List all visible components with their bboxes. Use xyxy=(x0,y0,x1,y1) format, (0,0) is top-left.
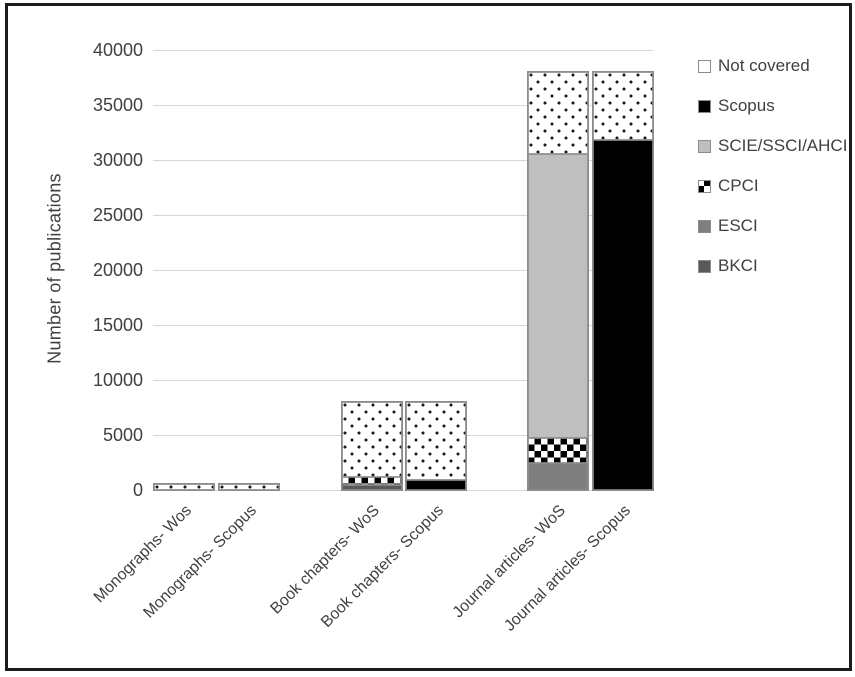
bar-segment-scopus xyxy=(593,139,653,490)
bar-book-chapters-wos xyxy=(341,400,403,491)
legend-swatch-icon xyxy=(698,219,711,233)
bar-segment-not-covered xyxy=(342,401,402,478)
gridline-5000 xyxy=(153,435,653,436)
bar-segment-scopus xyxy=(406,479,466,490)
legend-label: Scopus xyxy=(718,96,775,115)
figure-frame: Number of publications 0 5000 10000 15000 20… xyxy=(5,3,852,671)
bar-journal-articles-wos xyxy=(527,70,589,491)
gridline-35000 xyxy=(153,105,653,106)
y-tick-label: 10000 xyxy=(92,370,143,390)
y-tick-label: 25000 xyxy=(92,205,143,225)
legend-label: ESCI xyxy=(718,216,758,235)
bar-segment-esci xyxy=(528,463,588,490)
bar-monographs-scopus xyxy=(218,483,280,491)
gridline-0 xyxy=(153,490,653,491)
bar-segment-not-covered xyxy=(528,71,588,155)
bar-segment-not-covered xyxy=(154,484,214,490)
legend-item-bkci: BKCI xyxy=(698,246,847,286)
y-tick-label: 0 xyxy=(132,480,143,500)
bar-segment-not-covered xyxy=(219,484,279,490)
legend: Not covered Scopus SCIE/SSCI/AHCI CPCI ESCI B… xyxy=(698,46,847,286)
y-tick-label: 35000 xyxy=(92,95,143,115)
bar-segment-scie-ssci-ahci xyxy=(528,154,588,438)
legend-item-esci: ESCI xyxy=(698,206,847,246)
legend-label: BKCI xyxy=(718,256,758,275)
legend-label: CPCI xyxy=(718,176,759,195)
legend-item-scie-ssci-ahci: SCIE/SSCI/AHCI xyxy=(698,126,847,166)
legend-item-cpci: CPCI xyxy=(698,166,847,206)
legend-swatch-icon xyxy=(698,59,711,73)
bar-segment-not-covered xyxy=(593,71,653,140)
legend-item-not-covered: Not covered xyxy=(698,46,847,86)
gridline-15000 xyxy=(153,325,653,326)
gridline-40000 xyxy=(153,50,653,51)
gridline-30000 xyxy=(153,160,653,161)
bar-book-chapters-scopus xyxy=(405,400,467,491)
bar-monographs-wos xyxy=(153,483,215,491)
y-tick-label: 15000 xyxy=(92,315,143,335)
legend-swatch-icon xyxy=(698,139,711,153)
y-tick-label: 40000 xyxy=(92,40,143,60)
bar-segment-cpci xyxy=(342,477,402,486)
chart-canvas: Number of publications 0 5000 10000 15000 20… xyxy=(8,6,849,668)
legend-label: SCIE/SSCI/AHCI xyxy=(718,136,848,155)
bar-journal-articles-scopus xyxy=(592,70,654,491)
bar-segment-bkci xyxy=(342,485,402,490)
legend-swatch-icon xyxy=(698,179,711,193)
gridline-20000 xyxy=(153,270,653,271)
gridline-10000 xyxy=(153,380,653,381)
legend-swatch-icon xyxy=(698,259,711,273)
y-tick-label: 20000 xyxy=(92,260,143,280)
legend-swatch-icon xyxy=(698,99,711,113)
legend-label: Not covered xyxy=(718,56,810,75)
y-tick-label: 30000 xyxy=(92,150,143,170)
bar-segment-cpci xyxy=(528,437,588,464)
y-tick-label: 5000 xyxy=(102,425,143,445)
legend-item-scopus: Scopus xyxy=(698,86,847,126)
gridline-25000 xyxy=(153,215,653,216)
bar-segment-not-covered xyxy=(406,401,466,480)
